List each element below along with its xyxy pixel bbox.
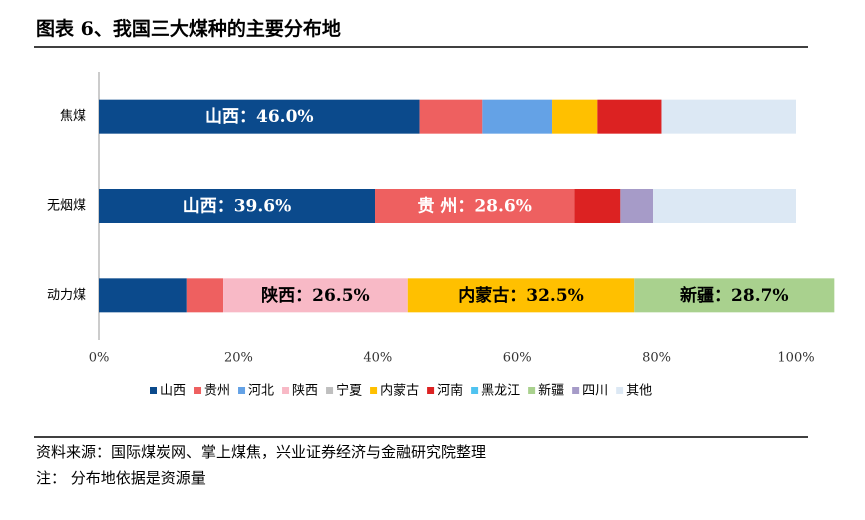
legend-label: 陕西 — [292, 384, 318, 399]
legend-swatch — [528, 387, 536, 394]
legend-swatch — [572, 387, 580, 394]
legend-swatch — [471, 387, 479, 394]
x-tick-label: 80% — [642, 351, 671, 366]
bar-segment — [186, 278, 224, 313]
bar-segment — [99, 278, 187, 313]
data-label: 贵 州：28.6% — [417, 196, 531, 217]
source: 资料来源：国际煤炭网、掌上煤焦，兴业证券经济与金融研究院整理 — [36, 443, 486, 461]
x-tick-label: 20% — [224, 351, 253, 366]
legend-label: 黑龙江 — [481, 384, 520, 399]
bar-segment — [661, 99, 796, 134]
legend-label: 山西 — [160, 384, 186, 399]
legend-label: 河南 — [437, 383, 463, 399]
legend-swatch — [194, 387, 202, 394]
legend-swatch — [150, 387, 157, 394]
bar-segment — [419, 99, 483, 134]
note: 注： 分布地依据是资源量 — [36, 469, 206, 487]
bar-segment — [223, 278, 408, 313]
data-label: 新疆：28.7% — [680, 285, 789, 306]
bar-segment — [574, 189, 621, 223]
bar-segment — [407, 278, 635, 313]
bar-segment — [653, 189, 796, 223]
legend-swatch — [427, 387, 435, 394]
legend-swatch — [282, 387, 290, 394]
x-tick-label: 40% — [363, 351, 392, 366]
bar-segment — [634, 278, 835, 313]
bar-segment — [375, 189, 575, 223]
legend-label: 新疆 — [538, 383, 564, 399]
bar-segment — [597, 99, 662, 134]
bar-segment — [99, 99, 420, 134]
x-tick-label: 60% — [503, 351, 532, 366]
y-tick-label: 无烟煤 — [47, 199, 86, 214]
legend-label: 其他 — [626, 384, 652, 399]
legend-label: 四川 — [582, 384, 608, 399]
legend-label: 内蒙古 — [380, 383, 419, 399]
x-tick-label: 0% — [89, 351, 110, 366]
legend-swatch — [326, 387, 334, 394]
data-label: 陕西：26.5% — [261, 285, 370, 306]
bar-segment — [99, 189, 376, 223]
y-tick-label: 焦煤 — [60, 109, 86, 124]
data-label: 内蒙古：32.5% — [458, 285, 584, 306]
y-tick-label: 动力煤 — [47, 288, 86, 303]
bar-segment — [482, 99, 553, 134]
x-tick-label: 100% — [777, 351, 814, 366]
chart-title: 图表 6、我国三大煤种的主要分布地 — [36, 17, 341, 40]
legend-swatch — [370, 387, 378, 394]
legend-swatch — [238, 387, 246, 394]
bar-segment — [620, 189, 654, 223]
legend-label: 贵州 — [204, 384, 230, 399]
bar-segment — [552, 99, 598, 134]
data-label: 山西：39.6% — [183, 197, 292, 217]
legend-swatch — [616, 387, 624, 394]
data-label: 山西：46.0% — [205, 107, 314, 127]
legend-label: 河北 — [248, 384, 274, 399]
legend-label: 宁夏 — [336, 383, 362, 399]
